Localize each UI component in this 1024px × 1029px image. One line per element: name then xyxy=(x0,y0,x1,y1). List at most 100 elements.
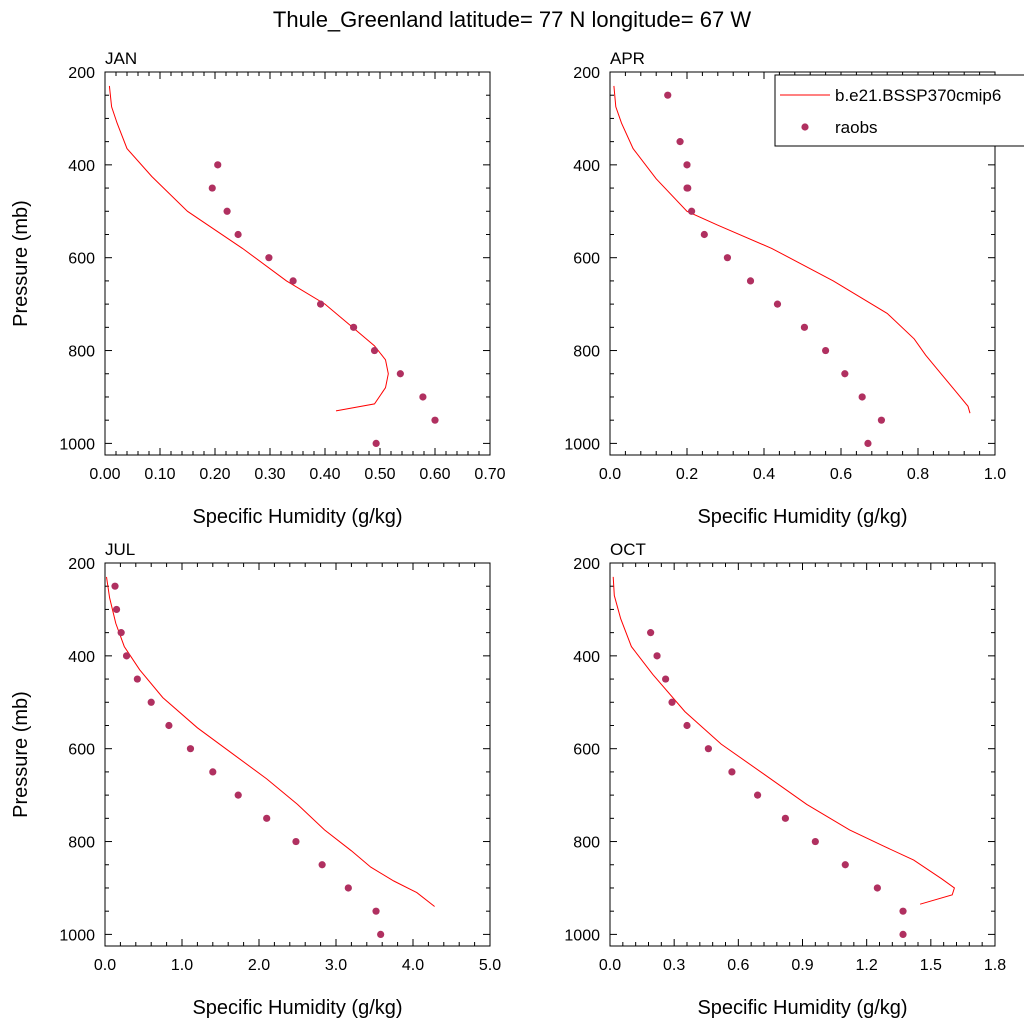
x-tick-label: 1.8 xyxy=(984,957,1006,974)
x-tick-label: 0.00 xyxy=(89,466,120,483)
x-tick-label: 3.0 xyxy=(325,957,347,974)
raobs-point xyxy=(208,184,216,192)
raobs-point xyxy=(683,721,691,730)
raobs-point xyxy=(165,721,173,730)
y-tick-label: 1000 xyxy=(564,927,600,944)
x-tick-label: 5.0 xyxy=(479,957,501,974)
x-tick-label: 0.0 xyxy=(94,957,116,974)
panel-title: JUL xyxy=(105,540,135,559)
raobs-point xyxy=(209,768,217,776)
plot-frame xyxy=(104,562,491,947)
model-profile-line xyxy=(106,576,435,907)
raobs-point xyxy=(800,323,809,331)
raobs-point xyxy=(773,300,782,308)
y-tick-label: 600 xyxy=(68,251,95,268)
x-tick-label: 4.0 xyxy=(402,957,424,974)
raobs-point xyxy=(344,884,352,892)
raobs-point xyxy=(431,416,439,424)
model-profile-line xyxy=(108,85,389,412)
raobs-point xyxy=(223,207,231,215)
raobs-point xyxy=(688,207,696,215)
panels: JAN 0.00 0.10 0.20 0.30 0.40 0.50 0.60 0.70 200 40… xyxy=(10,49,1006,1019)
raobs-point xyxy=(292,837,300,846)
raobs-point xyxy=(133,675,141,683)
raobs-point xyxy=(664,91,672,99)
raobs-point xyxy=(350,323,358,331)
x-axis-title: Specific Humidity (g/kg) xyxy=(697,997,907,1019)
plot-frame xyxy=(609,71,996,456)
x-tick-label: 0.0 xyxy=(599,466,621,483)
raobs-point xyxy=(683,161,691,169)
x-tick-label: 0.30 xyxy=(254,466,285,483)
raobs-point xyxy=(263,814,271,822)
raobs-point xyxy=(372,439,380,447)
raobs-point xyxy=(289,277,297,285)
x-tick-label: 0.20 xyxy=(199,466,230,483)
raobs-point xyxy=(370,346,379,355)
raobs-point xyxy=(858,393,866,401)
x-tick-label: 1.0 xyxy=(171,957,193,974)
raobs-point xyxy=(864,439,872,447)
x-tick-label: 2.0 xyxy=(248,957,270,974)
x-tick-label: 0.3 xyxy=(663,957,685,974)
raobs-point xyxy=(676,138,684,146)
raobs-point xyxy=(186,745,195,753)
legend-box xyxy=(774,74,1024,147)
y-tick-label: 1000 xyxy=(59,927,95,944)
y-tick-label: 200 xyxy=(573,65,600,82)
y-tick-label: 600 xyxy=(68,742,95,759)
panel-title: JAN xyxy=(105,49,137,68)
raobs-point xyxy=(111,582,119,590)
panel-jul: JUL 0.0 1.0 2.0 3.0 4.0 5.0 200 400 600 800 1000 Spe… xyxy=(10,540,501,1019)
plot-frame xyxy=(104,71,491,456)
y-tick-label: 800 xyxy=(573,835,600,852)
raobs-point xyxy=(899,907,907,915)
y-tick-label: 800 xyxy=(68,344,95,361)
raobs-point xyxy=(372,907,380,915)
x-tick-label: 1.2 xyxy=(856,957,878,974)
x-tick-label: 0.9 xyxy=(791,957,813,974)
raobs-point xyxy=(877,416,886,424)
x-tick-label: 0.10 xyxy=(144,466,175,483)
x-tick-label: 0.6 xyxy=(830,466,852,483)
raobs-point xyxy=(811,837,819,846)
raobs-point xyxy=(396,370,404,378)
y-tick-label: 600 xyxy=(573,251,600,268)
panel-jan: JAN 0.00 0.10 0.20 0.30 0.40 0.50 0.60 0.70 200 40… xyxy=(10,49,506,528)
x-tick-label: 0.50 xyxy=(364,466,395,483)
panel-title: APR xyxy=(610,49,645,68)
x-tick-label: 0.8 xyxy=(907,466,929,483)
raobs-point xyxy=(841,370,849,378)
panel-title: OCT xyxy=(610,540,646,559)
raobs-point xyxy=(841,861,849,869)
raobs-point xyxy=(746,277,755,285)
x-tick-label: 1.0 xyxy=(984,466,1006,483)
legend-marker-swatch xyxy=(801,123,809,131)
x-axis-title: Specific Humidity (g/kg) xyxy=(192,506,402,528)
raobs-point xyxy=(317,300,325,308)
raobs-point xyxy=(684,184,692,192)
raobs-point xyxy=(647,629,655,637)
y-tick-label: 600 xyxy=(573,742,600,759)
y-tick-label: 400 xyxy=(68,649,95,666)
raobs-point xyxy=(873,884,881,892)
y-tick-label: 400 xyxy=(573,158,600,175)
y-tick-label: 400 xyxy=(573,649,600,666)
y-axis-title: Pressure (mb) xyxy=(10,691,32,818)
model-profile-line xyxy=(612,576,955,905)
x-tick-label: 0.60 xyxy=(419,466,450,483)
x-tick-label: 0.40 xyxy=(309,466,340,483)
raobs-point xyxy=(234,791,242,799)
raobs-point xyxy=(781,814,789,822)
y-tick-label: 200 xyxy=(68,65,95,82)
raobs-point xyxy=(653,652,661,660)
raobs-point xyxy=(214,161,222,169)
raobs-point xyxy=(117,629,125,637)
x-axis-title: Specific Humidity (g/kg) xyxy=(192,997,402,1019)
y-tick-label: 200 xyxy=(573,556,600,573)
x-tick-label: 0.6 xyxy=(727,957,749,974)
raobs-point xyxy=(704,745,712,753)
raobs-point xyxy=(419,393,427,401)
